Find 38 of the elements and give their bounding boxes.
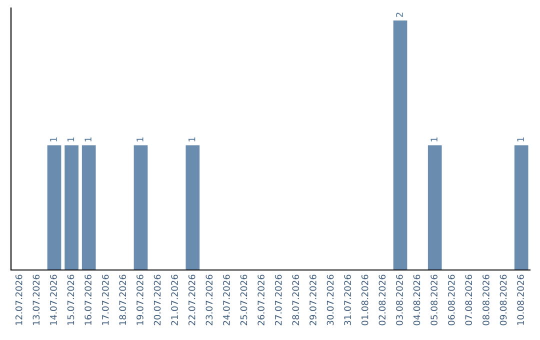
- data-label: 1: [67, 137, 74, 142]
- x-tick-label: 02.08.2026: [378, 274, 386, 326]
- data-label: 2: [396, 12, 403, 17]
- x-tick-label: 06.08.2026: [448, 274, 455, 326]
- x-tick-label: 23.07.2026: [206, 274, 213, 326]
- data-label: 1: [84, 137, 92, 142]
- x-tick-label: 29.07.2026: [310, 274, 316, 326]
- x-tick-label: 19.07.2026: [136, 274, 144, 325]
- x-tick-label: 21.07.2026: [171, 274, 178, 326]
- x-tick-label: 16.07.2026: [84, 274, 92, 325]
- x-tick-label: 26.07.2026: [258, 274, 264, 326]
- x-tick-label: 04.08.2026: [413, 274, 420, 326]
- x-tick-label: 31.07.2026: [344, 274, 351, 326]
- x-tick-label: 01.08.2026: [361, 274, 368, 326]
- x-tick-label: 25.07.2026: [240, 274, 248, 326]
- x-tick-label: 20.07.2026: [154, 274, 161, 326]
- x-tick-label: 24.07.2026: [223, 274, 230, 326]
- x-tick-label: 15.07.2026: [67, 274, 74, 325]
- x-tick-label: 05.08.2026: [430, 274, 438, 326]
- x-tick-label: 09.08.2026: [500, 274, 507, 326]
- data-label: 1: [136, 137, 144, 142]
- data-label: 1: [517, 137, 524, 142]
- data-label: 1: [50, 137, 57, 142]
- x-tick-label: 07.08.2026: [465, 274, 472, 326]
- data-label: 1: [430, 137, 438, 142]
- x-tick-label: 08.08.2026: [482, 274, 490, 326]
- x-tick-label: 13.07.2026: [32, 274, 40, 325]
- x-tick-label: 27.07.2026: [274, 274, 282, 326]
- data-label: 1: [188, 137, 196, 142]
- x-tick-label: 10.08.2026: [517, 274, 524, 325]
- x-tick-label: 22.07.2026: [188, 274, 196, 326]
- x-tick-label: 30.07.2026: [326, 274, 334, 326]
- x-tick-label: 17.07.2026: [102, 274, 109, 325]
- x-tick-label: 18.07.2026: [119, 274, 126, 325]
- x-tick-label: 14.07.2026: [50, 274, 57, 325]
- x-tick-label: 03.08.2026: [396, 274, 403, 326]
- x-tick-label: 28.07.2026: [292, 274, 300, 326]
- x-tick-label: 12.07.2026: [15, 274, 22, 325]
